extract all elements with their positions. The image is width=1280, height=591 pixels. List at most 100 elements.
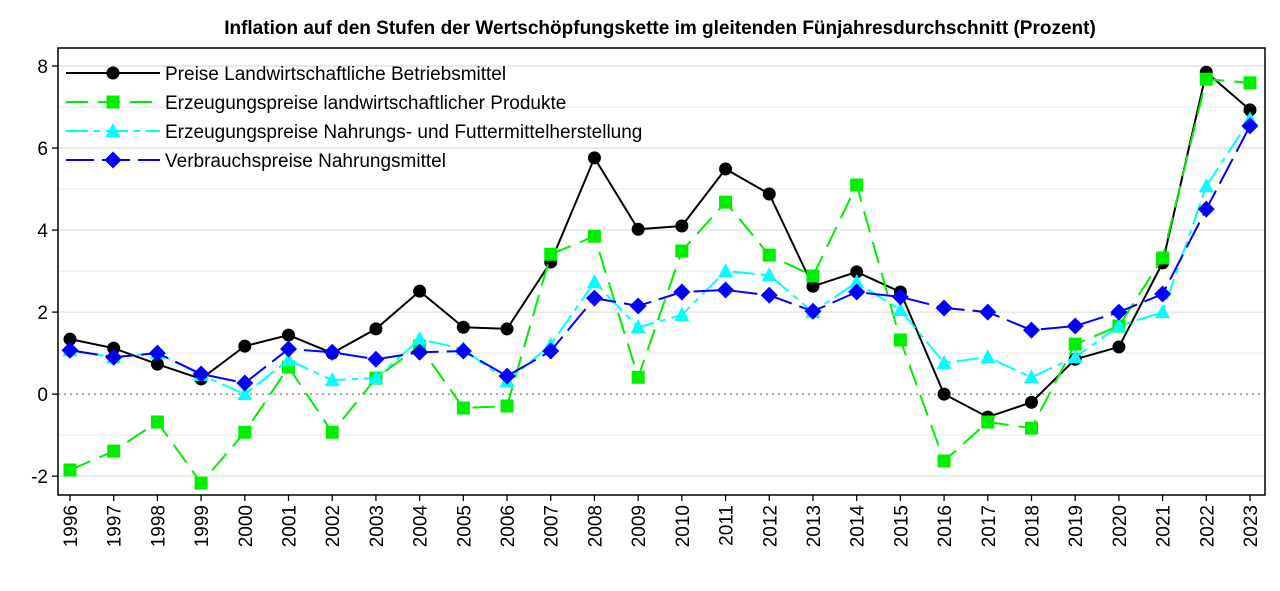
series-circle xyxy=(63,65,1257,424)
x-tick-label: 2006 xyxy=(498,505,519,547)
data-point-square xyxy=(1156,251,1170,265)
data-point-triangle xyxy=(412,331,428,346)
data-point-circle xyxy=(238,339,252,353)
data-point-square xyxy=(1243,76,1257,90)
data-point-triangle xyxy=(105,123,121,137)
x-tick-label: 2021 xyxy=(1154,505,1175,547)
x-tick-label: 1997 xyxy=(105,505,126,547)
data-point-diamond xyxy=(629,297,647,315)
x-tick-label: 2013 xyxy=(804,505,825,547)
data-point-diamond xyxy=(236,374,254,392)
data-point-triangle xyxy=(630,319,646,334)
data-point-triangle xyxy=(368,370,384,385)
y-tick-label: 0 xyxy=(37,385,48,406)
x-tick-label: 2004 xyxy=(411,505,432,548)
data-point-circle xyxy=(282,328,296,342)
data-point-diamond xyxy=(192,365,210,383)
x-tick-label: 2016 xyxy=(935,505,956,547)
data-point-triangle xyxy=(718,263,734,278)
data-point-diamond xyxy=(367,350,385,368)
legend-item: Verbrauchspreise Nahrungsmittel xyxy=(66,151,446,172)
data-point-triangle xyxy=(324,372,340,387)
data-point-triangle xyxy=(281,352,297,367)
x-tick-label: 2017 xyxy=(979,505,1000,547)
data-point-diamond xyxy=(105,348,123,366)
x-tick-label: 2018 xyxy=(1022,505,1043,547)
data-point-triangle xyxy=(936,354,952,369)
data-point-circle xyxy=(369,322,383,336)
x-tick-label: 1998 xyxy=(148,505,169,547)
legend-item: Erzeugungspreise landwirtschaftlicher Pr… xyxy=(66,93,566,114)
data-point-square xyxy=(456,401,470,415)
x-tick-label: 2014 xyxy=(848,505,869,548)
data-point-triangle xyxy=(237,386,253,401)
x-tick-label: 2015 xyxy=(891,505,912,547)
series-line xyxy=(69,70,1251,419)
data-point-circle xyxy=(413,284,427,298)
data-point-diamond xyxy=(542,342,560,360)
data-point-triangle xyxy=(586,274,602,289)
data-point-diamond xyxy=(848,283,866,301)
data-point-circle xyxy=(150,357,164,371)
chart-title: Inflation auf den Stufen der Wertschöpfu… xyxy=(224,18,1096,39)
data-point-circle xyxy=(631,222,645,236)
data-point-square xyxy=(194,476,208,490)
data-point-triangle xyxy=(1023,369,1039,384)
data-point-square xyxy=(850,178,864,192)
data-point-circle xyxy=(456,320,470,334)
data-point-square xyxy=(675,244,689,258)
data-point-diamond xyxy=(1241,117,1259,135)
data-point-diamond xyxy=(104,151,122,169)
x-tick-label: 2003 xyxy=(367,505,388,547)
data-point-circle xyxy=(850,265,864,279)
data-point-diamond xyxy=(760,286,778,304)
data-point-diamond xyxy=(585,289,603,307)
data-point-diamond xyxy=(454,342,472,360)
series-line xyxy=(69,125,1251,385)
data-point-circle xyxy=(500,322,514,336)
x-tick-label: 2000 xyxy=(236,505,257,547)
x-tick-label: 2005 xyxy=(454,505,475,547)
data-point-triangle xyxy=(1198,178,1214,193)
y-tick-label: -2 xyxy=(31,467,48,488)
data-point-circle xyxy=(937,387,951,401)
x-tick-label: 2010 xyxy=(673,505,694,547)
data-point-diamond xyxy=(979,303,997,321)
data-point-diamond xyxy=(1022,321,1040,339)
x-tick-label: 2007 xyxy=(542,505,563,547)
legend-label: Preise Landwirtschaftliche Betriebsmitte… xyxy=(165,64,506,85)
data-point-square xyxy=(719,195,733,209)
y-tick-label: 6 xyxy=(37,139,48,160)
data-point-triangle xyxy=(1155,304,1171,319)
x-tick-label: 2023 xyxy=(1241,505,1262,547)
x-tick-label: 2019 xyxy=(1066,505,1087,547)
data-point-diamond xyxy=(935,299,953,317)
data-point-square xyxy=(238,425,252,439)
legend-label: Verbrauchspreise Nahrungsmittel xyxy=(165,151,446,172)
data-point-diamond xyxy=(411,343,429,361)
series-square xyxy=(63,72,1257,490)
plot-frame xyxy=(57,47,1266,496)
legend-item: Preise Landwirtschaftliche Betriebsmitte… xyxy=(66,64,506,85)
y-tick-label: 4 xyxy=(37,221,48,242)
data-point-square xyxy=(106,95,120,109)
data-point-square xyxy=(937,454,951,468)
data-point-square xyxy=(806,269,820,283)
x-tick-label: 2012 xyxy=(760,505,781,547)
legend-item: Erzeugungspreise Nahrungs- und Futtermit… xyxy=(66,122,642,143)
data-point-circle xyxy=(107,341,121,355)
data-point-diamond xyxy=(1197,200,1215,218)
data-point-triangle xyxy=(1067,349,1083,364)
x-tick-label: 2020 xyxy=(1110,505,1131,547)
data-point-diamond xyxy=(61,341,79,359)
x-tick-label: 2008 xyxy=(585,505,606,547)
data-point-circle xyxy=(719,162,733,176)
data-point-triangle xyxy=(1111,318,1127,333)
y-tick-label: 2 xyxy=(37,303,48,324)
data-point-square xyxy=(500,399,514,413)
data-point-diamond xyxy=(673,283,691,301)
data-point-square xyxy=(981,415,995,429)
legend-label: Erzeugungspreise landwirtschaftlicher Pr… xyxy=(165,93,566,114)
data-point-square xyxy=(1024,421,1038,435)
